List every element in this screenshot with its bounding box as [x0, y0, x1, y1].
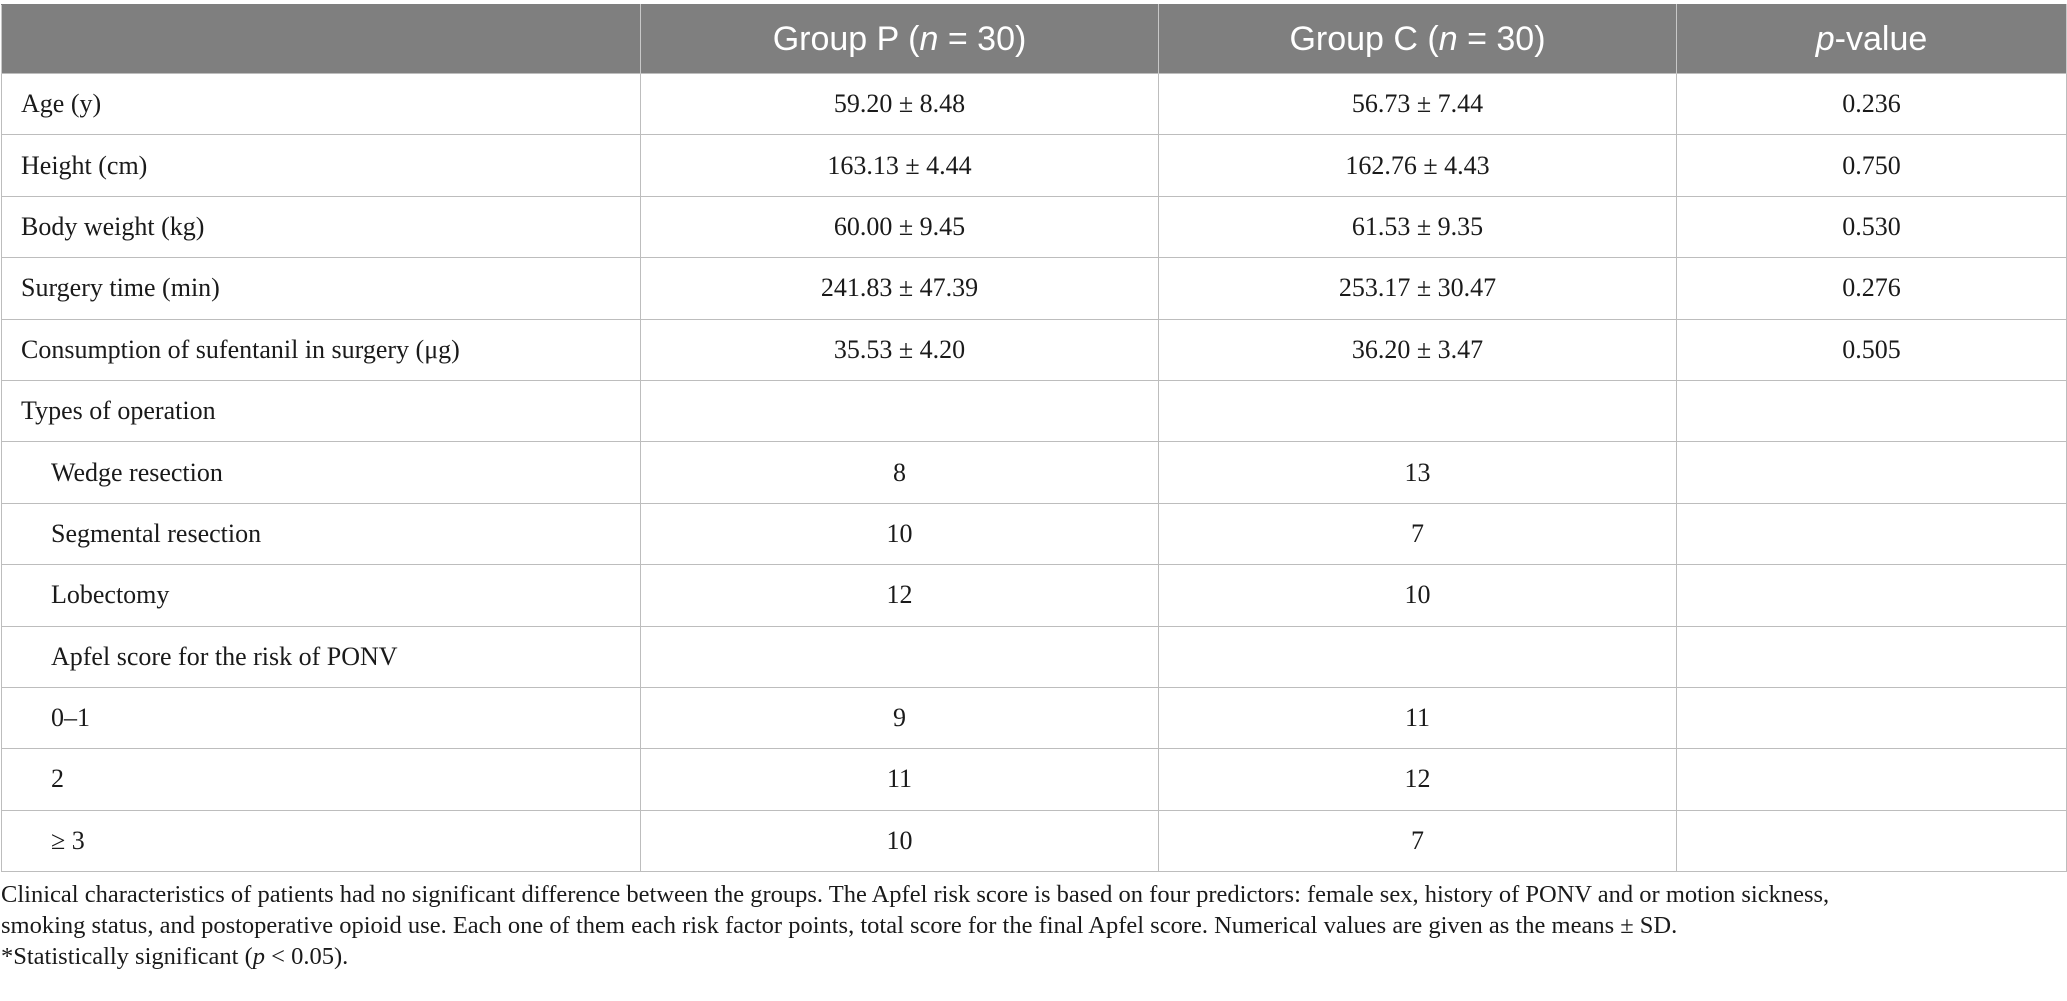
significance-note: *Statistically significant (p < 0.05). [1, 943, 349, 970]
group-p-value: 241.83 ± 47.39 [640, 257, 1159, 320]
row-label: 0–1 [1, 686, 641, 750]
table-row: Height (cm) 163.13 ± 4.44 162.76 ± 4.43 … [1, 134, 2067, 197]
header-row: Group P (n = 30) Group C (n = 30) p-valu… [1, 4, 2067, 74]
row-label: Lobectomy [1, 564, 641, 627]
row-label: ≥ 3 [1, 809, 641, 873]
group-c-value: 36.20 ± 3.47 [1158, 318, 1677, 381]
table-container: Group P (n = 30) Group C (n = 30) p-valu… [0, 4, 2067, 873]
group-p-value: 12 [640, 564, 1159, 627]
row-label: Segmental resection [1, 502, 641, 566]
p-value-cell [1676, 441, 2067, 504]
p-value-cell: 0.236 [1676, 72, 2067, 136]
p-value-cell [1676, 502, 2067, 566]
group-c-value: 7 [1158, 502, 1677, 566]
row-label: Apfel score for the risk of PONV [1, 625, 641, 688]
p-value-cell [1676, 379, 2067, 443]
table-row: Consumption of sufentanil in surgery (μg… [1, 318, 2067, 381]
group-p-value: 35.53 ± 4.20 [640, 318, 1159, 381]
table-row: Apfel score for the risk of PONV [1, 625, 2067, 688]
table-row: Wedge resection 8 13 [1, 441, 2067, 504]
p-value-cell [1676, 748, 2067, 811]
group-p-value: 60.00 ± 9.45 [640, 195, 1159, 259]
table-footnote: Clinical characteristics of patients had… [1, 879, 2041, 972]
footnote-line: smoking status, and postoperative opioid… [1, 912, 1678, 939]
group-c-value: 11 [1158, 686, 1677, 750]
table-row: 0–1 9 11 [1, 686, 2067, 750]
footnote-line: Clinical characteristics of patients had… [1, 881, 1830, 908]
table-row: Lobectomy 12 10 [1, 564, 2067, 627]
p-value-cell: 0.505 [1676, 318, 2067, 381]
group-c-value [1158, 379, 1677, 443]
header-group-p: Group P (n = 30) [640, 4, 1159, 74]
table-row: Types of operation [1, 379, 2067, 443]
row-label: Wedge resection [1, 441, 641, 504]
group-p-value [640, 379, 1159, 443]
group-c-value: 10 [1158, 564, 1677, 627]
group-c-value: 162.76 ± 4.43 [1158, 134, 1677, 197]
header-variable [1, 4, 641, 74]
group-c-value: 7 [1158, 809, 1677, 873]
p-value-cell [1676, 564, 2067, 627]
row-label: Height (cm) [1, 134, 641, 197]
group-p-value: 10 [640, 809, 1159, 873]
p-value-cell: 0.276 [1676, 257, 2067, 320]
table-row: Age (y) 59.20 ± 8.48 56.73 ± 7.44 0.236 [1, 72, 2067, 136]
group-c-value: 12 [1158, 748, 1677, 811]
group-p-value: 59.20 ± 8.48 [640, 72, 1159, 136]
p-value-cell: 0.530 [1676, 195, 2067, 259]
group-c-value [1158, 625, 1677, 688]
header-group-c: Group C (n = 30) [1158, 4, 1677, 74]
row-label: 2 [1, 748, 641, 811]
table-row: 2 11 12 [1, 748, 2067, 811]
p-value-cell [1676, 625, 2067, 688]
p-value-cell [1676, 809, 2067, 873]
group-c-value: 61.53 ± 9.35 [1158, 195, 1677, 259]
group-c-value: 56.73 ± 7.44 [1158, 72, 1677, 136]
table-row: Body weight (kg) 60.00 ± 9.45 61.53 ± 9.… [1, 195, 2067, 259]
group-p-value: 8 [640, 441, 1159, 504]
p-value-cell [1676, 686, 2067, 750]
table-row: ≥ 3 10 7 [1, 809, 2067, 873]
group-p-value [640, 625, 1159, 688]
group-p-value: 11 [640, 748, 1159, 811]
table-row: Surgery time (min) 241.83 ± 47.39 253.17… [1, 257, 2067, 320]
group-p-value: 163.13 ± 4.44 [640, 134, 1159, 197]
table-row: Segmental resection 10 7 [1, 502, 2067, 566]
row-label: Surgery time (min) [1, 257, 641, 320]
row-label: Consumption of sufentanil in surgery (μg… [1, 318, 641, 381]
header-p-value: p-value [1676, 4, 2067, 74]
row-label: Types of operation [1, 379, 641, 443]
p-value-cell: 0.750 [1676, 134, 2067, 197]
row-label: Age (y) [1, 72, 641, 136]
row-label: Body weight (kg) [1, 195, 641, 259]
clinical-characteristics-table: Group P (n = 30) Group C (n = 30) p-valu… [1, 4, 2067, 873]
group-c-value: 13 [1158, 441, 1677, 504]
group-p-value: 9 [640, 686, 1159, 750]
group-p-value: 10 [640, 502, 1159, 566]
group-c-value: 253.17 ± 30.47 [1158, 257, 1677, 320]
